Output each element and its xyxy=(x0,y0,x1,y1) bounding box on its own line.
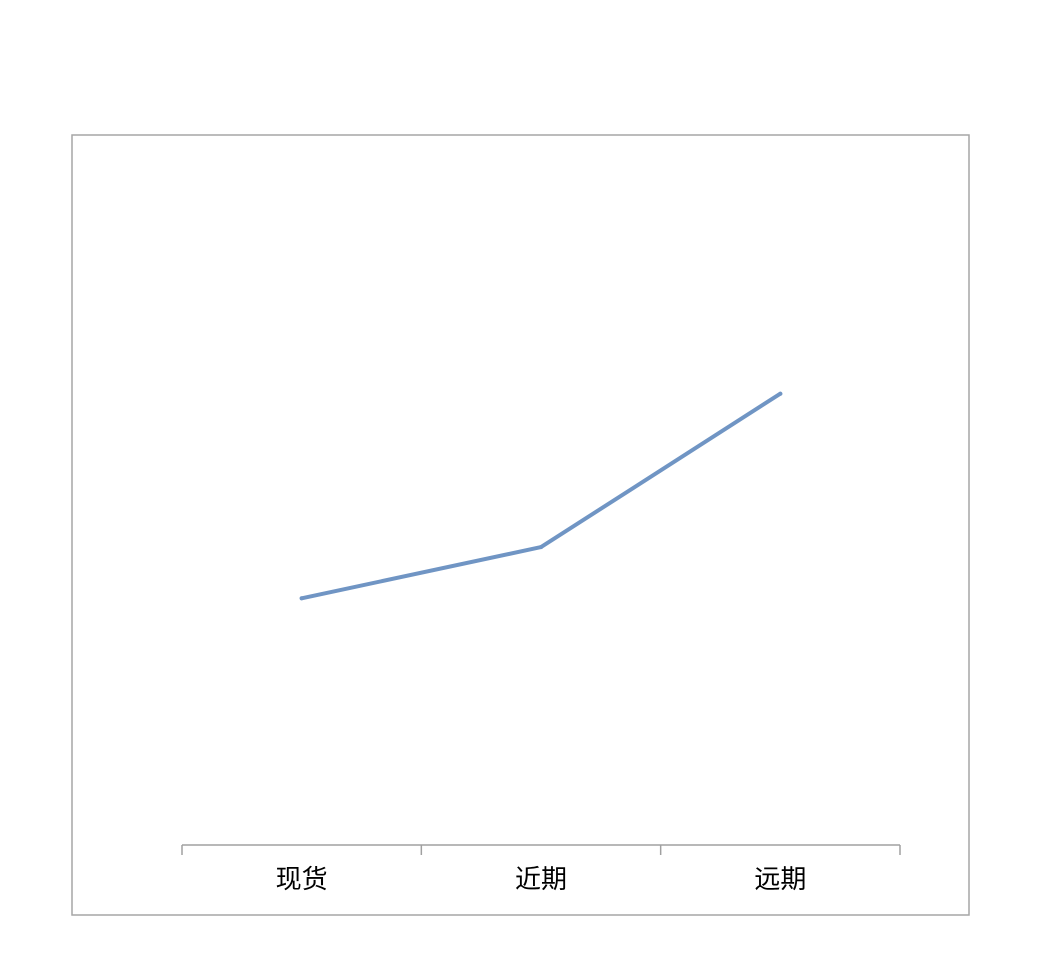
x-axis xyxy=(181,844,901,855)
x-tick-labels: 现货 近期 远期 xyxy=(276,865,807,895)
chart-frame xyxy=(71,134,970,916)
data-point xyxy=(539,545,543,550)
series-layer xyxy=(299,391,783,601)
x-tick-label: 现货 xyxy=(276,865,328,895)
data-point xyxy=(299,596,304,601)
x-tick-label: 远期 xyxy=(754,865,806,895)
data-point xyxy=(778,391,783,396)
x-tick-label: 近期 xyxy=(515,865,567,895)
